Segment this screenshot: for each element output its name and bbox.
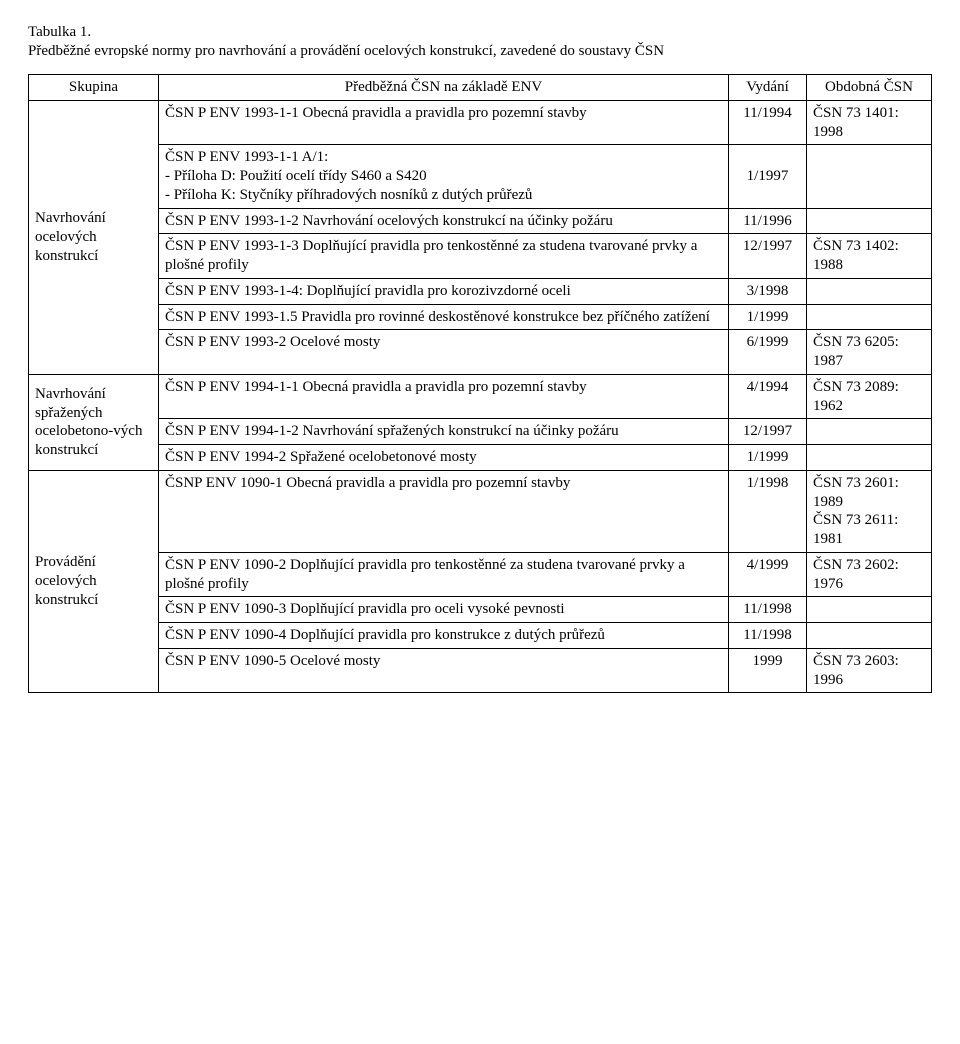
standard-cell: ČSNP ENV 1090-1 Obecná pravidla a pravid… bbox=[159, 470, 729, 552]
table-row: ČSN P ENV 1090-2 Doplňující pravidla pro… bbox=[29, 552, 932, 597]
table-header-row: Skupina Předběžná ČSN na základě ENV Vyd… bbox=[29, 75, 932, 101]
similar-cell bbox=[807, 304, 932, 330]
similar-cell bbox=[807, 208, 932, 234]
th-issued: Vydání bbox=[729, 75, 807, 101]
issued-cell: 1/1998 bbox=[729, 470, 807, 552]
table-row: ČSN P ENV 1993-1.5 Pravidla pro rovinné … bbox=[29, 304, 932, 330]
similar-cell: ČSN 73 2602: 1976 bbox=[807, 552, 932, 597]
standard-cell: ČSN P ENV 1993-1.5 Pravidla pro rovinné … bbox=[159, 304, 729, 330]
standards-table: Skupina Předběžná ČSN na základě ENV Vyd… bbox=[28, 74, 932, 693]
table-row: ČSN P ENV 1993-1-3 Doplňující pravidla p… bbox=[29, 234, 932, 279]
similar-cell bbox=[807, 145, 932, 208]
group-cell: Provádění ocelových konstrukcí bbox=[29, 470, 159, 693]
table-intro: Předběžné evropské normy pro navrhování … bbox=[28, 43, 932, 60]
table-row: ČSN P ENV 1993-1-1 A/1: - Příloha D: Pou… bbox=[29, 145, 932, 208]
table-row: ČSN P ENV 1994-2 Spřažené ocelobetonové … bbox=[29, 445, 932, 471]
issued-cell: 4/1994 bbox=[729, 374, 807, 419]
table-row: ČSN P ENV 1090-3 Doplňující pravidla pro… bbox=[29, 597, 932, 623]
table-caption: Tabulka 1. bbox=[28, 24, 932, 41]
issued-cell: 1/1997 bbox=[729, 145, 807, 208]
issued-cell: 1/1999 bbox=[729, 304, 807, 330]
standard-cell: ČSN P ENV 1993-1-3 Doplňující pravidla p… bbox=[159, 234, 729, 279]
standard-cell: ČSN P ENV 1090-3 Doplňující pravidla pro… bbox=[159, 597, 729, 623]
issued-cell: 6/1999 bbox=[729, 330, 807, 375]
similar-cell bbox=[807, 419, 932, 445]
group-cell: Navrhování spřažených ocelobetono-vých k… bbox=[29, 374, 159, 470]
th-standard: Předběžná ČSN na základě ENV bbox=[159, 75, 729, 101]
group-cell: Navrhování ocelových konstrukcí bbox=[29, 100, 159, 374]
standard-cell: ČSN P ENV 1993-1-1 Obecná pravidla a pra… bbox=[159, 100, 729, 145]
th-similar: Obdobná ČSN bbox=[807, 75, 932, 101]
standard-cell: ČSN P ENV 1993-1-1 A/1: - Příloha D: Pou… bbox=[159, 145, 729, 208]
table-row: ČSN P ENV 1993-1-4: Doplňující pravidla … bbox=[29, 278, 932, 304]
similar-cell bbox=[807, 278, 932, 304]
issued-cell: 11/1998 bbox=[729, 597, 807, 623]
similar-cell: ČSN 73 2089: 1962 bbox=[807, 374, 932, 419]
table-row: ČSN P ENV 1994-1-2 Navrhování spřažených… bbox=[29, 419, 932, 445]
issued-cell: 1999 bbox=[729, 648, 807, 693]
issued-cell: 11/1994 bbox=[729, 100, 807, 145]
similar-cell: ČSN 73 2601: 1989 ČSN 73 2611: 1981 bbox=[807, 470, 932, 552]
similar-cell: ČSN 73 6205: 1987 bbox=[807, 330, 932, 375]
table-row: Navrhování spřažených ocelobetono-vých k… bbox=[29, 374, 932, 419]
standard-cell: ČSN P ENV 1993-1-4: Doplňující pravidla … bbox=[159, 278, 729, 304]
standard-cell: ČSN P ENV 1090-5 Ocelové mosty bbox=[159, 648, 729, 693]
issued-cell: 4/1999 bbox=[729, 552, 807, 597]
standard-cell: ČSN P ENV 1993-2 Ocelové mosty bbox=[159, 330, 729, 375]
issued-cell: 3/1998 bbox=[729, 278, 807, 304]
table-row: ČSN P ENV 1993-2 Ocelové mosty6/1999ČSN … bbox=[29, 330, 932, 375]
standard-cell: ČSN P ENV 1994-1-2 Navrhování spřažených… bbox=[159, 419, 729, 445]
th-group: Skupina bbox=[29, 75, 159, 101]
issued-cell: 12/1997 bbox=[729, 234, 807, 279]
table-row: Provádění ocelových konstrukcíČSNP ENV 1… bbox=[29, 470, 932, 552]
table-body: Navrhování ocelových konstrukcíČSN P ENV… bbox=[29, 100, 932, 693]
similar-cell bbox=[807, 445, 932, 471]
similar-cell bbox=[807, 597, 932, 623]
standard-cell: ČSN P ENV 1090-2 Doplňující pravidla pro… bbox=[159, 552, 729, 597]
similar-cell bbox=[807, 623, 932, 649]
standard-cell: ČSN P ENV 1090-4 Doplňující pravidla pro… bbox=[159, 623, 729, 649]
issued-cell: 11/1998 bbox=[729, 623, 807, 649]
issued-cell: 1/1999 bbox=[729, 445, 807, 471]
standard-cell: ČSN P ENV 1994-1-1 Obecná pravidla a pra… bbox=[159, 374, 729, 419]
table-row: ČSN P ENV 1090-4 Doplňující pravidla pro… bbox=[29, 623, 932, 649]
issued-cell: 12/1997 bbox=[729, 419, 807, 445]
issued-cell: 11/1996 bbox=[729, 208, 807, 234]
table-row: ČSN P ENV 1090-5 Ocelové mosty1999ČSN 73… bbox=[29, 648, 932, 693]
similar-cell: ČSN 73 2603: 1996 bbox=[807, 648, 932, 693]
standard-cell: ČSN P ENV 1994-2 Spřažené ocelobetonové … bbox=[159, 445, 729, 471]
standard-cell: ČSN P ENV 1993-1-2 Navrhování ocelových … bbox=[159, 208, 729, 234]
similar-cell: ČSN 73 1401: 1998 bbox=[807, 100, 932, 145]
table-row: ČSN P ENV 1993-1-2 Navrhování ocelových … bbox=[29, 208, 932, 234]
table-row: Navrhování ocelových konstrukcíČSN P ENV… bbox=[29, 100, 932, 145]
similar-cell: ČSN 73 1402: 1988 bbox=[807, 234, 932, 279]
